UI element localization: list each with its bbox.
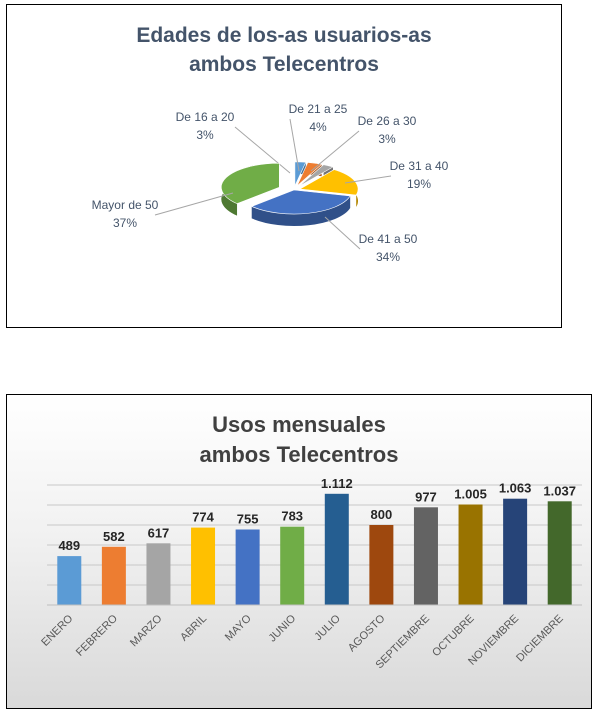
bar-value-label: 783 bbox=[281, 509, 303, 524]
bar-category-label: FEBRERO bbox=[74, 612, 120, 658]
pie-leader-line bbox=[289, 118, 300, 172]
pie-leader-line bbox=[310, 130, 360, 172]
bar-value-label: 1.037 bbox=[543, 483, 576, 498]
bar-noviembre bbox=[503, 498, 528, 605]
bar-category-label: JULIO bbox=[312, 612, 343, 643]
pie-slice-label: Mayor de 50 bbox=[92, 198, 159, 212]
pie-chart-svg: De 16 a 20 3% De 21 a 25 4% De 26 a 30 3% De 3… bbox=[92, 102, 449, 264]
bar-value-label: 800 bbox=[371, 507, 393, 522]
bar-category-label: DICIEMBRE bbox=[514, 613, 566, 665]
pie-slice-percent: 19% bbox=[407, 177, 431, 191]
bar-category-label: MAYO bbox=[223, 612, 254, 643]
pie-slice-label: De 21 a 25 bbox=[289, 102, 348, 116]
bar-category-label: ENERO bbox=[39, 612, 75, 648]
bar-value-label: 1.005 bbox=[454, 487, 487, 502]
pie-slice-label: De 31 a 40 bbox=[390, 159, 449, 173]
pie-leader-line bbox=[234, 126, 291, 174]
monthly-usage-bar-chart-panel: Usos mensuales ambos Telecentros 489 ENER… bbox=[6, 394, 592, 709]
bar-abril bbox=[191, 527, 216, 605]
bar-value-label: 489 bbox=[58, 538, 80, 553]
bar-value-label: 582 bbox=[103, 529, 125, 544]
pie-slice-percent: 37% bbox=[113, 216, 137, 230]
age-pie-chart-panel: Edades de los-as usuarios-as ambos Telec… bbox=[6, 4, 562, 328]
bar-category-label: MARZO bbox=[128, 612, 165, 649]
pie-slice-label: De 16 a 20 bbox=[176, 110, 235, 124]
bar-julio bbox=[324, 493, 349, 605]
bar-category-label: ABRIL bbox=[178, 613, 209, 644]
bar-value-label: 617 bbox=[148, 525, 170, 540]
pie-leader-line bbox=[324, 216, 361, 250]
pie-leader-line bbox=[154, 192, 234, 216]
bar-category-label: OCTUBRE bbox=[430, 613, 477, 660]
pie-chart-title-line1: Edades de los-as usuarios-as bbox=[136, 24, 432, 47]
pie-slice-4 bbox=[299, 169, 359, 208]
bar-febrero bbox=[101, 546, 126, 605]
pie-slice-label: De 26 a 30 bbox=[358, 114, 417, 128]
bar-agosto bbox=[369, 525, 394, 605]
pie-slice-6 bbox=[221, 162, 280, 216]
bar-value-label: 755 bbox=[237, 512, 259, 527]
bar-chart-svg: 489 ENERO 582 FEBRERO 617 MARZO 774 ABRIL 755 MAY… bbox=[39, 476, 582, 671]
pie-slice-percent: 4% bbox=[309, 120, 327, 134]
bar-junio bbox=[280, 526, 305, 605]
pie-slice-percent: 34% bbox=[376, 250, 400, 264]
pie-slice-percent: 3% bbox=[196, 128, 214, 142]
bar-marzo bbox=[146, 543, 171, 605]
bar-value-label: 774 bbox=[192, 510, 214, 525]
bar-septiembre bbox=[413, 507, 438, 605]
pie-slice-5 bbox=[250, 189, 351, 226]
pie-chart-title-line2: ambos Telecentros bbox=[189, 53, 379, 76]
bar-mayo bbox=[235, 529, 260, 605]
bar-value-label: 1.112 bbox=[321, 476, 353, 491]
bar-diciembre bbox=[547, 501, 572, 605]
bar-category-label: JUNIO bbox=[267, 612, 299, 644]
pie-slice-label: De 41 a 50 bbox=[359, 232, 418, 246]
bar-value-label: 1.063 bbox=[499, 481, 532, 496]
bar-enero bbox=[57, 556, 82, 605]
bar-value-label: 977 bbox=[415, 489, 437, 504]
pie-slice-percent: 3% bbox=[378, 132, 396, 146]
bar-category-label: AGOSTO bbox=[346, 612, 388, 654]
bar-chart-title-line1: Usos mensuales bbox=[212, 412, 386, 437]
bar-chart-title-line2: ambos Telecentros bbox=[199, 442, 399, 467]
pie-leader-line bbox=[344, 175, 392, 184]
bar-octubre bbox=[458, 504, 483, 605]
